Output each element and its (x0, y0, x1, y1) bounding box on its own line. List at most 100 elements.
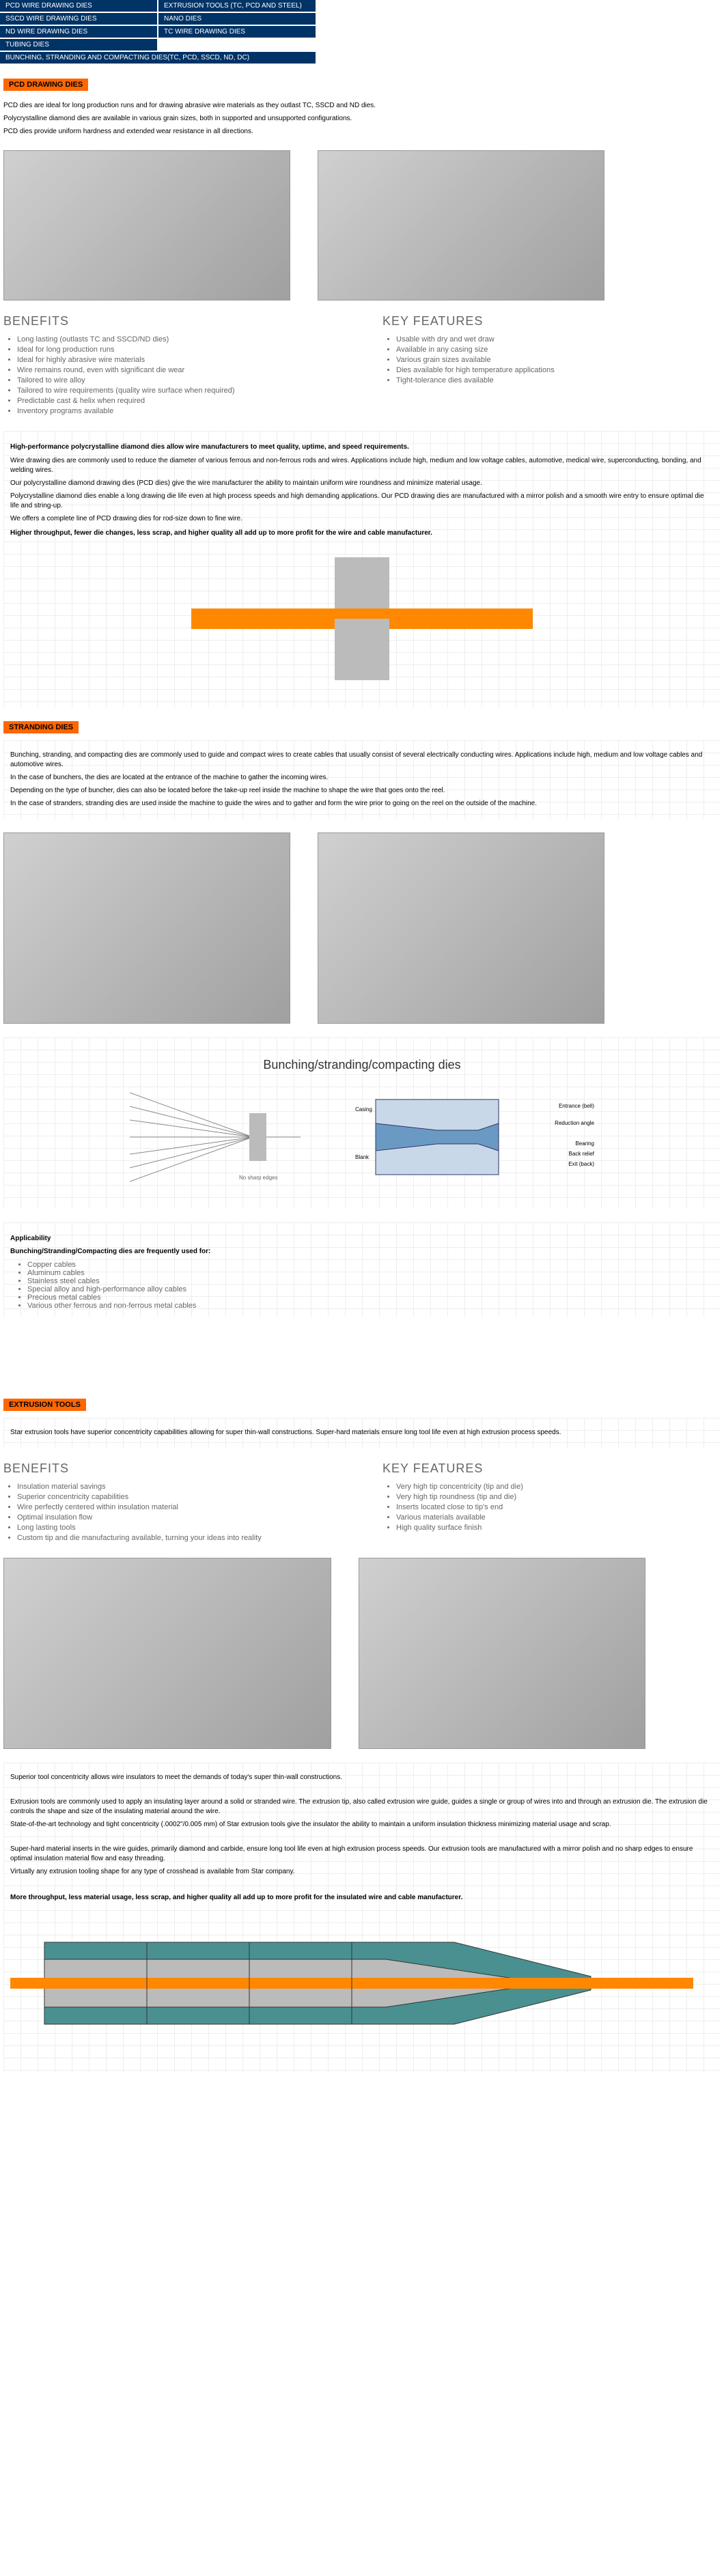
pcd-grid-section: High-performance polycrystalline diamond… (3, 431, 721, 708)
list-item: Wire remains round, even with significan… (17, 366, 342, 374)
list-item: Long lasting tools (17, 1524, 342, 1532)
list-item: Available in any casing size (396, 346, 721, 354)
list-item: Ideal for long production runs (17, 346, 342, 354)
extrusion-image-1 (3, 1558, 331, 1749)
list-item: Long lasting (outlasts TC and SSCD/ND di… (17, 335, 342, 344)
stranding-p1: Bunching, stranding, and compacting dies… (10, 751, 714, 770)
extrusion-benefits-col: BENEFITS Insulation material savings Sup… (3, 1461, 342, 1544)
nav-row-4: TUBING DIES (0, 39, 724, 51)
die-bottom (335, 619, 389, 680)
stranding-diagram-title: Bunching/stranding/compacting dies (10, 1058, 714, 1072)
stranding-section: STRANDING DIES Bunching, stranding, and … (0, 708, 724, 1317)
applicability-sub: Bunching/Stranding/Compacting dies are f… (10, 1248, 714, 1255)
pcd-para3: PCD dies provide uniform hardness and ex… (3, 127, 721, 137)
list-item: Tailored to wire requirements (quality w… (17, 387, 342, 395)
nav-bunching[interactable]: BUNCHING, STRANDING AND COMPACTING DIES(… (0, 52, 316, 64)
stranding-diagram: No sharp edges Casing Blank Entrance (be… (10, 1086, 714, 1188)
pcd-benefits-title: BENEFITS (3, 314, 342, 328)
pcd-grid-p2: Our polycrystalline diamond drawing dies… (10, 479, 714, 488)
stranding-image-2 (318, 832, 604, 1024)
list-item: Wire perfectly centered within insulatio… (17, 1503, 342, 1511)
pcd-features-col: KEY FEATURES Usable with dry and wet dra… (382, 314, 721, 417)
list-item: Stainless steel cables (27, 1277, 714, 1285)
extrusion-p2: Extrusion tools are commonly used to app… (10, 1797, 714, 1817)
stranding-diagram-section: Bunching/stranding/compacting dies No sh… (3, 1037, 721, 1209)
extrusion-p5: Virtually any extrusion tooling shape fo… (10, 1867, 714, 1877)
die-cross-section: Casing Blank Entrance (bell) Reduction a… (355, 1086, 594, 1188)
nav-tubing[interactable]: TUBING DIES (0, 39, 157, 51)
extrusion-p1: Superior tool concentricity allows wire … (10, 1773, 714, 1782)
pcd-image-1 (3, 150, 290, 300)
extrusion-features-list: Very high tip concentricity (tip and die… (382, 1483, 721, 1532)
list-item: Tight-tolerance dies available (396, 376, 721, 384)
nav-pcd[interactable]: PCD WIRE DRAWING DIES (0, 0, 157, 12)
pcd-benefits-list: Long lasting (outlasts TC and SSCD/ND di… (3, 335, 342, 415)
extrusion-benefits-list: Insulation material savings Superior con… (3, 1483, 342, 1542)
exit-label: Exit (back) (568, 1161, 594, 1167)
extrusion-intro-grid: Star extrusion tools have superior conce… (3, 1418, 721, 1448)
extrusion-benefits-features: BENEFITS Insulation material savings Sup… (3, 1461, 721, 1544)
list-item: Copper cables (27, 1261, 714, 1269)
stranding-header: STRANDING DIES (3, 721, 79, 733)
pcd-header: PCD DRAWING DIES (3, 79, 88, 91)
extrusion-image-2 (359, 1558, 645, 1749)
extrusion-bold: More throughput, less material usage, le… (10, 1894, 714, 1901)
nav-row-1: PCD WIRE DRAWING DIES EXTRUSION TOOLS (T… (0, 0, 724, 12)
nav-nd[interactable]: ND WIRE DRAWING DIES (0, 26, 157, 38)
extrusion-intro: Star extrusion tools have superior conce… (10, 1428, 714, 1438)
pcd-section: PCD DRAWING DIES PCD dies are ideal for … (0, 65, 724, 708)
list-item: Various grain sizes available (396, 356, 721, 364)
list-item: Usable with dry and wet draw (396, 335, 721, 344)
pcd-benefits-features: BENEFITS Long lasting (outlasts TC and S… (3, 314, 721, 417)
stranding-images (3, 832, 721, 1024)
extrusion-text-grid: Superior tool concentricity allows wire … (3, 1763, 721, 2072)
list-item: Inventory programs available (17, 407, 342, 415)
entrance-label: Entrance (bell) (559, 1103, 594, 1109)
list-item: Optimal insulation flow (17, 1513, 342, 1522)
list-item: Ideal for highly abrasive wire materials (17, 356, 342, 364)
blank-label: Blank (355, 1154, 369, 1160)
pcd-images (3, 150, 721, 300)
die-svg (355, 1086, 594, 1188)
list-item: Various materials available (396, 1513, 721, 1522)
list-item: Inserts located close to tip's end (396, 1503, 721, 1511)
casing-label: Casing (355, 1106, 372, 1112)
extrusion-benefits-title: BENEFITS (3, 1461, 342, 1476)
nav-tc[interactable]: TC WIRE DRAWING DIES (158, 26, 316, 38)
nav-nano[interactable]: NANO DIES (158, 13, 316, 25)
stranding-image-1 (3, 832, 290, 1024)
list-item: Precious metal cables (27, 1293, 714, 1302)
pcd-bold1: High-performance polycrystalline diamond… (10, 443, 714, 451)
stranding-p4: In the case of stranders, stranding dies… (10, 799, 714, 809)
extrusion-p4: Super-hard material inserts in the wire … (10, 1845, 714, 1864)
list-item: Insulation material savings (17, 1483, 342, 1491)
pcd-para1: PCD dies are ideal for long production r… (3, 101, 721, 111)
spacer (0, 1330, 724, 1385)
applicability-title: Applicability (10, 1235, 714, 1242)
lines-svg (130, 1086, 301, 1188)
stranding-p3: Depending on the type of buncher, dies c… (10, 786, 714, 796)
converging-lines: No sharp edges (130, 1086, 301, 1188)
list-item: High quality surface finish (396, 1524, 721, 1532)
extrusion-p3: State-of-the-art technology and tight co… (10, 1820, 714, 1830)
nav-extrusion[interactable]: EXTRUSION TOOLS (TC, PCD AND STEEL) (158, 0, 316, 12)
nav-sscd[interactable]: SSCD WIRE DRAWING DIES (0, 13, 157, 25)
extrusion-features-title: KEY FEATURES (382, 1461, 721, 1476)
nav-container: PCD WIRE DRAWING DIES EXTRUSION TOOLS (T… (0, 0, 724, 64)
list-item: Superior concentricity capabilities (17, 1493, 342, 1501)
no-sharp-label: No sharp edges (239, 1175, 277, 1181)
list-item: Aluminum cables (27, 1269, 714, 1277)
pcd-diagram (10, 557, 714, 680)
list-item: Tailored to wire alloy (17, 376, 342, 384)
stranding-p2: In the case of bunchers, the dies are lo… (10, 773, 714, 783)
nav-row-3: ND WIRE DRAWING DIES TC WIRE DRAWING DIE… (0, 26, 724, 38)
applicability-list: Copper cables Aluminum cables Stainless … (10, 1261, 714, 1310)
pcd-image-2 (318, 150, 604, 300)
bearing-label: Bearing (575, 1140, 594, 1147)
extrusion-svg (10, 1922, 693, 2045)
list-item: Special alloy and high-performance alloy… (27, 1285, 714, 1293)
list-item: Custom tip and die manufacturing availab… (17, 1534, 342, 1542)
list-item: Very high tip roundness (tip and die) (396, 1493, 721, 1501)
extrusion-features-col: KEY FEATURES Very high tip concentricity… (382, 1461, 721, 1544)
back-relief-label: Back relief (569, 1151, 594, 1157)
